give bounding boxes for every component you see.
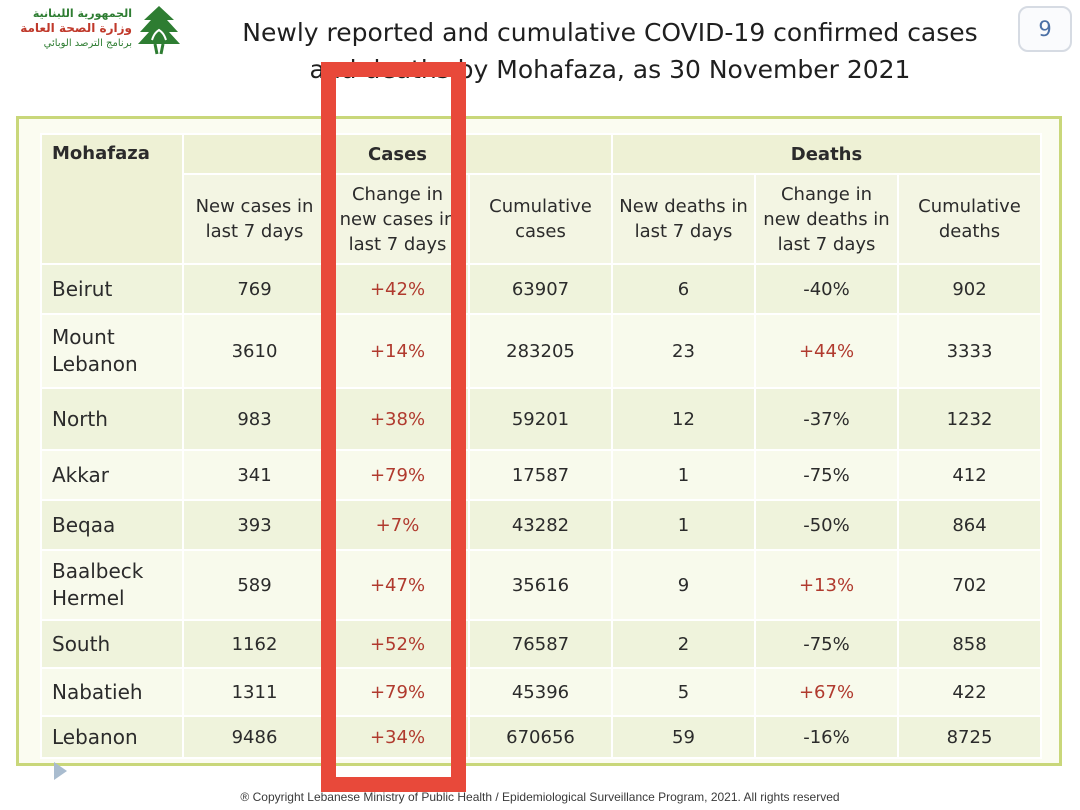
row-mohafaza: Nabatieh bbox=[40, 667, 184, 717]
cell-cumulative-cases: 63907 bbox=[468, 263, 613, 315]
cell-cumulative-deaths: 1232 bbox=[896, 387, 1043, 451]
cell-change-cases: +7% bbox=[325, 499, 470, 551]
cell-change-cases: +34% bbox=[325, 715, 470, 759]
table-row: Beirut 769 +42% 63907 6 -40% 902 bbox=[40, 263, 1043, 315]
copyright-footer: ® Copyright Lebanese Ministry of Public … bbox=[240, 790, 840, 804]
cell-new-cases: 1162 bbox=[182, 619, 327, 669]
column-header-change-cases: Change in new cases in last 7 days bbox=[325, 173, 470, 265]
cell-change-cases: +14% bbox=[325, 313, 470, 389]
table-row: Akkar 341 +79% 17587 1 -75% 412 bbox=[40, 449, 1043, 501]
page-title: Newly reported and cumulative COVID-19 c… bbox=[200, 14, 1020, 88]
cell-change-deaths: +44% bbox=[754, 313, 899, 389]
cell-cumulative-cases: 59201 bbox=[468, 387, 613, 451]
column-header-new-deaths: New deaths in last 7 days bbox=[611, 173, 756, 265]
row-mohafaza: Mount Lebanon bbox=[40, 313, 184, 389]
cell-cumulative-cases: 283205 bbox=[468, 313, 613, 389]
column-header-change-deaths: Change in new deaths in last 7 days bbox=[754, 173, 899, 265]
column-header-new-cases: New cases in last 7 days bbox=[182, 173, 327, 265]
logo-line-3: برنامج الترصد الوبائي bbox=[43, 38, 132, 49]
cedar-tree-icon bbox=[138, 6, 180, 55]
cell-new-cases: 341 bbox=[182, 449, 327, 501]
cell-cumulative-deaths: 864 bbox=[896, 499, 1043, 551]
play-triangle-icon[interactable] bbox=[54, 762, 67, 780]
cell-new-deaths: 2 bbox=[611, 619, 756, 669]
cell-new-deaths: 6 bbox=[611, 263, 756, 315]
cell-cumulative-cases: 76587 bbox=[468, 619, 613, 669]
cell-new-deaths: 1 bbox=[611, 499, 756, 551]
cell-cumulative-cases: 670656 bbox=[468, 715, 613, 759]
cell-change-deaths: -40% bbox=[754, 263, 899, 315]
cell-cumulative-cases: 17587 bbox=[468, 449, 613, 501]
cell-change-deaths: -75% bbox=[754, 619, 899, 669]
cell-change-deaths: +67% bbox=[754, 667, 899, 717]
cell-new-deaths: 23 bbox=[611, 313, 756, 389]
covid-table: Mohafaza Cases Deaths New cases in last … bbox=[40, 133, 1043, 759]
row-mohafaza: Lebanon bbox=[40, 715, 184, 759]
title-line-1: Newly reported and cumulative COVID-19 c… bbox=[242, 18, 978, 47]
column-header-cumulative-cases: Cumulative cases bbox=[468, 173, 613, 265]
cell-new-deaths: 1 bbox=[611, 449, 756, 501]
table-column-header-row: New cases in last 7 days Change in new c… bbox=[41, 173, 1043, 265]
table-row: North 983 +38% 59201 12 -37% 1232 bbox=[40, 387, 1043, 451]
cell-cumulative-cases: 35616 bbox=[468, 549, 613, 621]
table-row: Baalbeck Hermel 589 +47% 35616 9 +13% 70… bbox=[40, 549, 1043, 621]
row-mohafaza: Beirut bbox=[40, 263, 184, 315]
cell-change-cases: +79% bbox=[325, 449, 470, 501]
cell-change-deaths: -37% bbox=[754, 387, 899, 451]
row-mohafaza: Akkar bbox=[40, 449, 184, 501]
cell-change-cases: +79% bbox=[325, 667, 470, 717]
ministry-logo: الجمهورية اللبنانية وزارة الصحة العامة ب… bbox=[12, 4, 184, 60]
row-mohafaza: Beqaa bbox=[40, 499, 184, 551]
cell-new-deaths: 5 bbox=[611, 667, 756, 717]
page-number-badge: 9 bbox=[1018, 6, 1072, 52]
logo-line-1: الجمهورية اللبنانية bbox=[32, 7, 132, 20]
cell-cumulative-deaths: 412 bbox=[896, 449, 1043, 501]
cell-change-cases: +38% bbox=[325, 387, 470, 451]
cell-change-deaths: -50% bbox=[754, 499, 899, 551]
table-body: Beirut 769 +42% 63907 6 -40% 902 Mount L… bbox=[40, 263, 1043, 759]
group-header-cases: Cases bbox=[182, 133, 613, 175]
table-row: Mount Lebanon 3610 +14% 283205 23 +44% 3… bbox=[40, 313, 1043, 389]
table-group-header-row: Mohafaza Cases Deaths bbox=[40, 133, 1043, 265]
row-mohafaza: North bbox=[40, 387, 184, 451]
cell-new-cases: 393 bbox=[182, 499, 327, 551]
cell-change-cases: +52% bbox=[325, 619, 470, 669]
cell-change-deaths: +13% bbox=[754, 549, 899, 621]
cell-cumulative-deaths: 858 bbox=[896, 619, 1043, 669]
ministry-name: الجمهورية اللبنانية وزارة الصحة العامة ب… bbox=[12, 6, 132, 51]
table-row: Nabatieh 1311 +79% 45396 5 +67% 422 bbox=[40, 667, 1043, 717]
cell-change-cases: +47% bbox=[325, 549, 470, 621]
group-header-deaths: Deaths bbox=[610, 133, 1043, 175]
logo-line-2: وزارة الصحة العامة bbox=[20, 21, 132, 35]
row-mohafaza: South bbox=[40, 619, 184, 669]
row-mohafaza: Baalbeck Hermel bbox=[40, 549, 184, 621]
cell-cumulative-cases: 45396 bbox=[468, 667, 613, 717]
cell-new-deaths: 9 bbox=[611, 549, 756, 621]
column-header-cumulative-deaths: Cumulative deaths bbox=[896, 173, 1043, 265]
table-row: Beqaa 393 +7% 43282 1 -50% 864 bbox=[40, 499, 1043, 551]
cell-new-cases: 769 bbox=[182, 263, 327, 315]
column-header-mohafaza: Mohafaza bbox=[40, 133, 184, 265]
cell-change-cases: +42% bbox=[325, 263, 470, 315]
cell-new-deaths: 59 bbox=[611, 715, 756, 759]
cell-new-cases: 3610 bbox=[182, 313, 327, 389]
cell-new-cases: 1311 bbox=[182, 667, 327, 717]
cell-cumulative-deaths: 702 bbox=[896, 549, 1043, 621]
cell-new-cases: 983 bbox=[182, 387, 327, 451]
title-line-2: and deaths by Mohafaza, as 30 November 2… bbox=[309, 55, 911, 84]
cell-new-cases: 589 bbox=[182, 549, 327, 621]
cell-change-deaths: -16% bbox=[754, 715, 899, 759]
cell-cumulative-deaths: 8725 bbox=[896, 715, 1043, 759]
cell-change-deaths: -75% bbox=[754, 449, 899, 501]
cell-cumulative-cases: 43282 bbox=[468, 499, 613, 551]
cell-new-cases: 9486 bbox=[182, 715, 327, 759]
cell-new-deaths: 12 bbox=[611, 387, 756, 451]
cell-cumulative-deaths: 422 bbox=[896, 667, 1043, 717]
table-row: South 1162 +52% 76587 2 -75% 858 bbox=[40, 619, 1043, 669]
cell-cumulative-deaths: 3333 bbox=[896, 313, 1043, 389]
table-row: Lebanon 9486 +34% 670656 59 -16% 8725 bbox=[40, 715, 1043, 759]
cell-cumulative-deaths: 902 bbox=[896, 263, 1043, 315]
